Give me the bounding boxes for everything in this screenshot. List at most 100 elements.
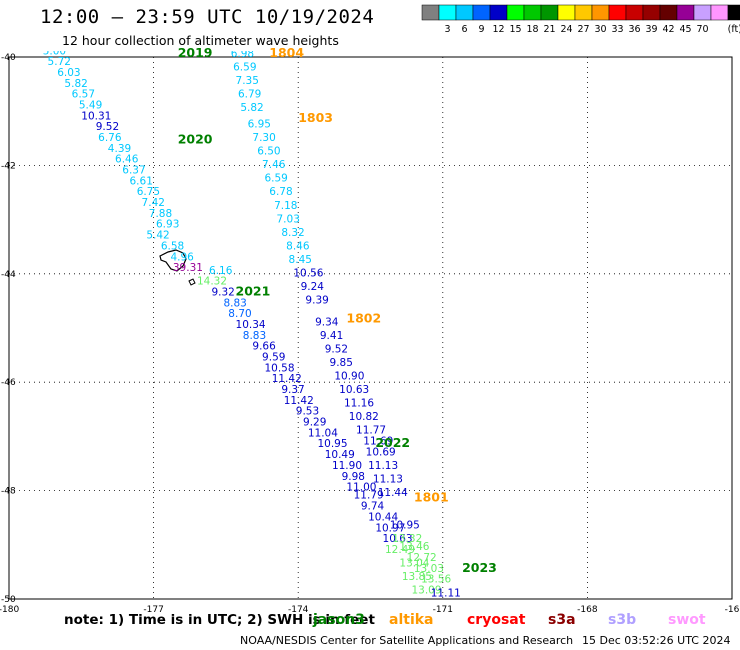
colorbar-label: 15 [509, 24, 521, 35]
wave-height-value: 10.58 [264, 362, 294, 374]
colorbar-label: 24 [560, 24, 572, 35]
wave-height-value: 9.39 [305, 295, 328, 307]
generated-timestamp: 15 Dec 03:52:26 UTC 2024 [582, 634, 731, 647]
colorbar-label: 70 [696, 24, 708, 35]
wave-height-value: 6.76 [98, 132, 122, 144]
wave-height-value: 7.42 [142, 197, 165, 209]
wave-height-value: 7.88 [149, 208, 172, 220]
wave-height-value: 10.97 [375, 522, 405, 534]
lat-tick-label: -46 [1, 378, 16, 388]
colorbar-label: 18 [526, 24, 538, 35]
colorbar-label: 12 [492, 24, 504, 35]
wave-height-value: 7.35 [236, 75, 259, 87]
wave-height-value: 9.98 [342, 471, 365, 483]
satellite-cryosat: cryosat [467, 612, 526, 628]
wave-height-value: 9.24 [301, 281, 325, 293]
wave-height-value: 10.63 [339, 384, 369, 396]
lon-tick-label: -174 [288, 605, 309, 612]
wave-height-value: 6.59 [264, 173, 287, 185]
island-outline [159, 249, 187, 272]
satellite-swot: swot [668, 612, 706, 628]
wave-height-value: 10.95 [317, 438, 347, 450]
pass-time-label: 2020 [178, 132, 213, 147]
pass-time-label: 1803 [298, 110, 333, 125]
lat-tick-label: -48 [1, 487, 16, 497]
lat-tick-label: -42 [1, 161, 16, 171]
wave-height-value: 10.49 [325, 449, 355, 461]
wave-height-value: 8.70 [228, 308, 251, 320]
pass-time-label: 1802 [346, 311, 381, 326]
wave-height-value: 11.13 [368, 460, 398, 472]
wave-height-value: 8.45 [289, 254, 312, 266]
wave-height-value: 14.32 [197, 276, 227, 288]
wave-height-value: 10.31 [81, 110, 111, 122]
wave-height-value: 11.00 [346, 482, 376, 494]
wave-height-value: 11.44 [378, 487, 408, 499]
pass-time-label: 2019 [178, 45, 213, 60]
islet-outline [188, 278, 196, 286]
wave-height-value: 13.85 [402, 571, 432, 583]
wave-height-value: 10.56 [293, 268, 323, 280]
wave-height-value: 11.69 [363, 436, 393, 448]
wave-height-value: 9.32 [211, 286, 234, 298]
pass-time-label: 2021 [236, 283, 271, 298]
wave-height-value: 11.04 [308, 427, 338, 439]
colorbar-label: 9 [478, 24, 484, 35]
colorbar-label: 30 [594, 24, 606, 35]
wave-height-value: 5.42 [146, 230, 169, 242]
wave-height-value: 13.32 [392, 533, 422, 545]
wave-height-value: 10.44 [368, 511, 398, 523]
satellite-s3b: s3b [608, 612, 637, 628]
colorbar-label: 6 [461, 24, 467, 35]
colorbar-label: 3 [444, 24, 450, 35]
wave-height-value: 6.37 [122, 165, 145, 177]
lat-tick-label: -44 [1, 270, 16, 280]
wave-height-value: 4.96 [170, 251, 194, 263]
wave-height-value: 11.79 [354, 490, 384, 502]
pass-time-label: 1804 [269, 45, 304, 60]
colorbar-label: 42 [662, 24, 674, 35]
wave-height-value: 6.57 [72, 89, 95, 101]
wave-height-value: 13.04 [399, 557, 429, 569]
wave-height-value: 10.34 [236, 319, 266, 331]
wave-height-value: 11.90 [332, 460, 362, 472]
wave-height-value: 8.46 [286, 240, 310, 252]
pass-time-label: 1801 [414, 489, 449, 504]
wave-height-value: 6.61 [130, 175, 153, 187]
wave-height-value: 9.41 [320, 330, 343, 342]
credit-line: NOAA/NESDIS Center for Satellite Applica… [240, 634, 574, 647]
wave-height-value: 13.46 [399, 541, 429, 553]
wave-height-value: 9.52 [96, 121, 119, 133]
wave-height-value: 13.09 [411, 585, 441, 597]
lat-tick-label: -50 [1, 595, 16, 605]
colorbar-label: 45 [679, 24, 691, 35]
wave-height-value: 11.42 [272, 373, 302, 385]
satellite-legend: jason3 altika cryosat s3a s3b swot [0, 612, 740, 632]
wave-height-value: 4.39 [108, 143, 131, 155]
wave-height-value: 6.59 [233, 62, 256, 74]
wave-height-value: 6.50 [257, 146, 280, 158]
wave-height-value: 5.82 [240, 102, 263, 114]
satellite-altika: altika [389, 612, 434, 628]
wave-height-value: 13.03 [414, 563, 444, 575]
map-subtitle: 12 hour collection of altimeter wave hei… [62, 33, 339, 48]
wave-height-value: 11.11 [431, 587, 461, 599]
wave-height-value: 9.34 [315, 316, 339, 328]
wave-height-value: 11.13 [373, 473, 403, 485]
wave-height-value: 5.00 [43, 45, 66, 57]
wave-height-value: 10.63 [383, 533, 413, 545]
wave-height-value: 6.75 [137, 186, 160, 198]
wave-height-value: 9.66 [252, 341, 276, 353]
wave-height-value: 5.72 [48, 56, 71, 68]
wave-height-value: 9.29 [303, 417, 326, 429]
colorbar-label: 33 [611, 24, 623, 35]
wave-height-value: 39.31 [173, 262, 203, 274]
wave-height-value: 8.32 [281, 227, 304, 239]
wave-height-value: 12.72 [407, 552, 437, 564]
wave-height-map: -180 -177 -174 -171 -168 -16 -40 -42 -44 -46 -48 -5… [0, 45, 740, 612]
colorbar-unit: (ft) [728, 24, 740, 35]
wave-height-value: 9.74 [361, 501, 385, 513]
map-frame [8, 56, 733, 600]
lon-tick-label: -171 [433, 605, 453, 612]
wave-height-value: 6.98 [231, 48, 254, 60]
